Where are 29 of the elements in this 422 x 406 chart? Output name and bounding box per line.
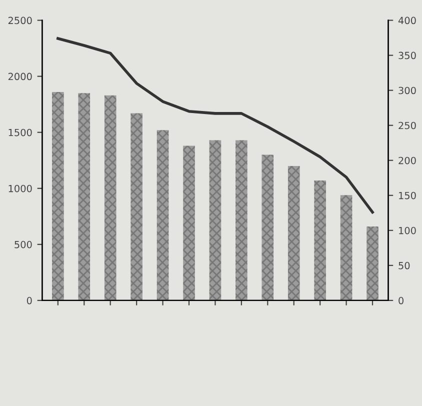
bar bbox=[183, 146, 195, 300]
bar bbox=[104, 95, 116, 300]
bar bbox=[340, 195, 352, 300]
bar bbox=[288, 166, 300, 300]
y2-tick-label: 0 bbox=[398, 296, 404, 304]
y2-tick-label: 150 bbox=[399, 192, 416, 200]
y-tick-label: 1000 bbox=[8, 184, 32, 192]
bar bbox=[366, 226, 378, 300]
bar bbox=[156, 130, 169, 300]
bar bbox=[209, 140, 222, 300]
y2-tick-label: 400 bbox=[398, 16, 416, 24]
y2-tick-label: 200 bbox=[398, 156, 416, 164]
y-tick-label: 2000 bbox=[8, 72, 32, 80]
y2-tick-label: 100 bbox=[399, 226, 416, 234]
y-tick-label: 500 bbox=[14, 240, 32, 248]
y2-tick-label: 250 bbox=[398, 122, 416, 130]
y2-tick-label: 300 bbox=[398, 86, 416, 94]
y2-tick-label: 350 bbox=[398, 52, 416, 60]
bar bbox=[314, 180, 326, 300]
bar bbox=[236, 140, 248, 300]
y-tick-label: 0 bbox=[26, 296, 32, 304]
bar bbox=[78, 93, 90, 300]
line-series bbox=[56, 37, 374, 214]
bar bbox=[262, 154, 274, 300]
bar bbox=[130, 113, 142, 300]
bar bbox=[52, 92, 64, 300]
y-tick-label: 2500 bbox=[8, 16, 32, 24]
y2-tick-label: 50 bbox=[398, 262, 410, 270]
y-tick-label: 1500 bbox=[8, 128, 32, 136]
